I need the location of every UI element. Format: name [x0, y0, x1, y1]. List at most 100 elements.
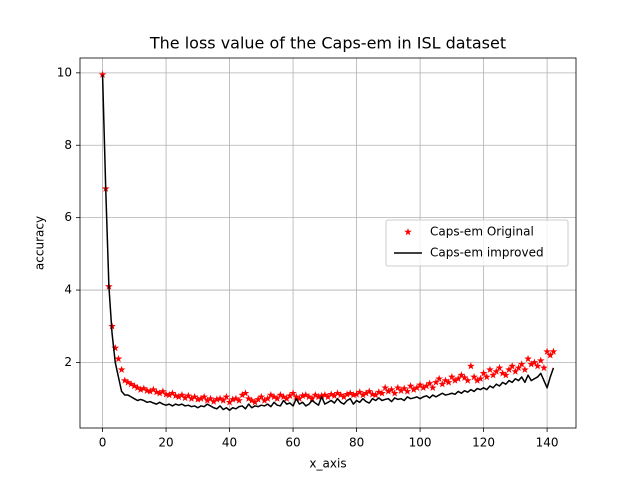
data-point: [422, 382, 431, 390]
data-point: [168, 389, 177, 397]
data-point: [298, 391, 307, 400]
data-point: [479, 369, 488, 377]
data-point: [311, 391, 320, 399]
data-point: [355, 388, 364, 396]
x-tick-label: 80: [349, 436, 364, 450]
data-point: [114, 354, 123, 363]
data-point: [308, 394, 316, 402]
data-point: [349, 391, 358, 399]
y-tick-label: 8: [64, 138, 72, 152]
data-point: [425, 379, 434, 387]
data-point: [276, 391, 285, 399]
data-point: [251, 398, 259, 406]
data-point: [152, 388, 161, 396]
data-line: [101, 74, 555, 412]
data-point: [457, 371, 466, 379]
x-tick-label: 60: [285, 436, 300, 450]
data-point: [206, 394, 215, 402]
legend-label: Caps-em improved: [430, 246, 544, 260]
data-point: [473, 376, 482, 384]
data-point: [492, 367, 501, 375]
x-tick-label: 120: [472, 436, 495, 450]
data-point: [378, 389, 386, 397]
y-tick-label: 6: [64, 210, 72, 224]
data-point: [460, 373, 469, 381]
data-point: [343, 390, 351, 398]
data-point: [352, 390, 361, 398]
data-point: [419, 383, 428, 392]
y-axis-label: accuracy: [33, 216, 47, 270]
data-point: [190, 392, 199, 401]
data-point: [444, 378, 453, 386]
legend-box: [385, 219, 569, 267]
data-point: [543, 347, 551, 355]
data-point: [120, 376, 129, 384]
data-point: [489, 371, 497, 379]
data-point: [381, 383, 389, 392]
data-point: [409, 385, 418, 393]
data-point: [387, 385, 396, 393]
data-point: [178, 391, 186, 399]
data-point: [130, 382, 139, 390]
data-point: [263, 394, 272, 402]
data-point: [521, 365, 529, 373]
data-point: [508, 362, 516, 370]
data-point: [546, 351, 555, 359]
x-tick-label: 20: [158, 436, 173, 450]
data-point: [527, 360, 536, 368]
x-tick-label: 140: [536, 436, 559, 450]
data-point: [174, 392, 183, 401]
legend-label: Caps-em Original: [430, 225, 534, 239]
data-point: [295, 394, 304, 402]
data-point: [197, 394, 205, 402]
data-point: [533, 362, 542, 370]
data-point: [254, 395, 262, 403]
data-point: [438, 380, 447, 388]
data-point: [413, 383, 421, 392]
data-point: [244, 394, 253, 402]
data-point: [213, 395, 221, 403]
data-point: [365, 387, 374, 395]
data-point: [451, 376, 459, 384]
data-point: [517, 360, 526, 368]
data-point: [524, 354, 532, 363]
data-point: [282, 394, 291, 402]
data-point: [305, 392, 313, 401]
data-point: [403, 387, 412, 395]
data-point: [394, 383, 402, 392]
data-point: [216, 394, 224, 402]
data-point: [232, 394, 240, 402]
data-point: [257, 392, 266, 401]
data-point: [346, 389, 355, 397]
data-point: [435, 374, 443, 382]
data-point: [317, 391, 326, 400]
x-axis-label: x_axis: [309, 457, 346, 471]
data-point: [187, 394, 196, 402]
data-point: [428, 383, 437, 392]
data-point: [149, 385, 158, 393]
data-point: [549, 347, 558, 355]
data-point: [181, 393, 189, 402]
data-point: [359, 391, 367, 399]
data-point: [117, 365, 126, 373]
data-point: [432, 378, 440, 386]
data-point: [270, 392, 278, 401]
y-tick-label: 10: [57, 65, 72, 79]
data-point: [238, 391, 247, 399]
data-point: [228, 395, 237, 403]
data-point: [200, 392, 208, 401]
data-point: [140, 384, 148, 392]
data-point: [260, 396, 269, 404]
data-point: [184, 391, 193, 400]
data-point: [448, 372, 456, 381]
data-point: [247, 396, 256, 404]
data-point: [416, 380, 424, 389]
data-point: [476, 374, 485, 382]
data-point: [330, 391, 339, 400]
data-point: [171, 391, 180, 400]
data-point: [222, 392, 231, 401]
data-point: [441, 376, 450, 384]
data-point: [98, 70, 107, 78]
data-point: [336, 391, 345, 399]
